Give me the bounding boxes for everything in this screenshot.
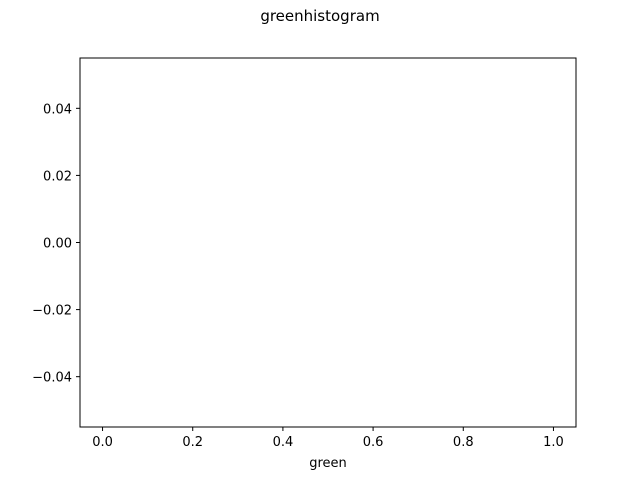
x-tick-label: 0.2 — [182, 435, 203, 450]
x-tick-label: 0.8 — [453, 435, 474, 450]
y-tick-label: 0.04 — [43, 102, 72, 117]
axes-frame — [79, 57, 577, 428]
x-tick-label: 0.6 — [363, 435, 384, 450]
chart-title: greenhistogram — [260, 7, 380, 25]
y-tick-label: 0.02 — [43, 169, 72, 184]
y-tick-label: 0.00 — [43, 237, 72, 252]
x-axis: 0.0 0.2 0.4 0.6 0.8 1.0 — [92, 427, 564, 450]
y-tick-label: −0.02 — [32, 304, 72, 319]
x-axis-label: green — [309, 456, 347, 471]
y-tick-label: −0.04 — [32, 371, 72, 386]
x-tick-label: 0.0 — [92, 435, 113, 450]
y-axis: −0.04 −0.02 0.00 0.02 0.04 — [32, 102, 80, 386]
axes-frame-rect — [79, 57, 577, 428]
x-tick-label: 0.4 — [273, 435, 294, 450]
x-tick-label: 1.0 — [543, 435, 564, 450]
